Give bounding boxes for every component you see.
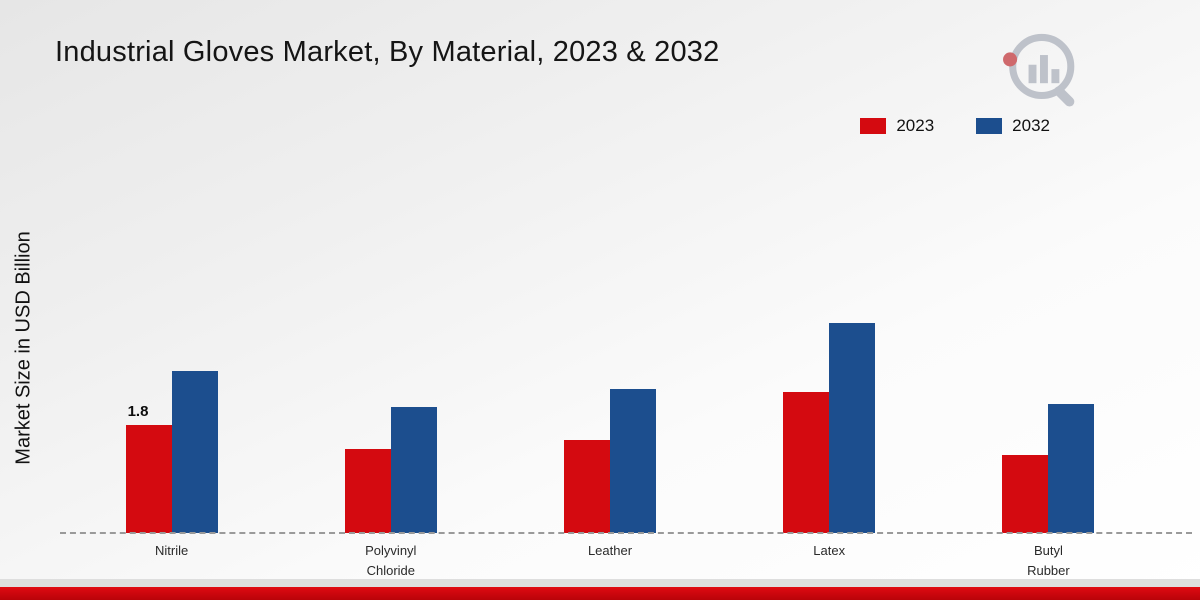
legend: 2023 2032 [860, 116, 1050, 136]
bar-2032-leather [610, 389, 656, 533]
bar-2023-latex [783, 392, 830, 533]
bar-2032-polyvinyl-chloride [390, 407, 437, 533]
category-cell: Nitrile [62, 541, 281, 580]
legend-item-2023: 2023 [860, 116, 934, 136]
brand-logo [996, 26, 1084, 119]
plot-area: 1.8 [62, 293, 1158, 533]
bar-2032-nitrile [171, 371, 218, 533]
category-label: Leather [587, 543, 633, 558]
category-cell: Butyl Rubber [939, 541, 1158, 580]
bar-group [500, 389, 719, 533]
legend-item-2032: 2032 [976, 116, 1050, 136]
bar-2023-polyvinyl-chloride [344, 449, 391, 533]
category-label: Polyvinyl Chloride [365, 543, 417, 578]
bar-2023-nitrile: 1.8 [125, 403, 172, 533]
footer-red-stripe [0, 587, 1200, 600]
bar-group [939, 404, 1158, 533]
bar-2032-latex [829, 323, 876, 533]
footer-gray-stripe [0, 579, 1200, 587]
bar-2023-butyl-rubber [1002, 455, 1049, 533]
category-label: Butyl Rubber [1027, 543, 1070, 578]
category-cell: Polyvinyl Chloride [281, 541, 500, 580]
category-labels: Nitrile Polyvinyl Chloride Leather Latex But… [62, 541, 1158, 580]
legend-label: 2023 [896, 116, 935, 135]
category-cell: Latex [720, 541, 939, 580]
category-label: Nitrile [154, 543, 189, 558]
bar-value-label: 1.8 [127, 403, 149, 420]
category-cell: Leather [500, 541, 719, 580]
category-label: Latex [813, 543, 846, 558]
brand-logo-icon [1003, 33, 1075, 107]
bar-group: 1.8 [62, 371, 281, 533]
bar-group [281, 407, 500, 533]
legend-swatch [976, 118, 1003, 134]
bar-2032-butyl-rubber [1048, 404, 1095, 533]
bar-2023-leather [564, 440, 610, 533]
bar-group [720, 323, 939, 533]
legend-swatch [860, 118, 887, 134]
chart-title: Industrial Gloves Market, By Material, 2… [55, 36, 720, 68]
y-axis-label: Market Size in USD Billion [12, 231, 35, 465]
legend-label: 2032 [1012, 116, 1050, 135]
x-axis-baseline [60, 532, 1192, 534]
